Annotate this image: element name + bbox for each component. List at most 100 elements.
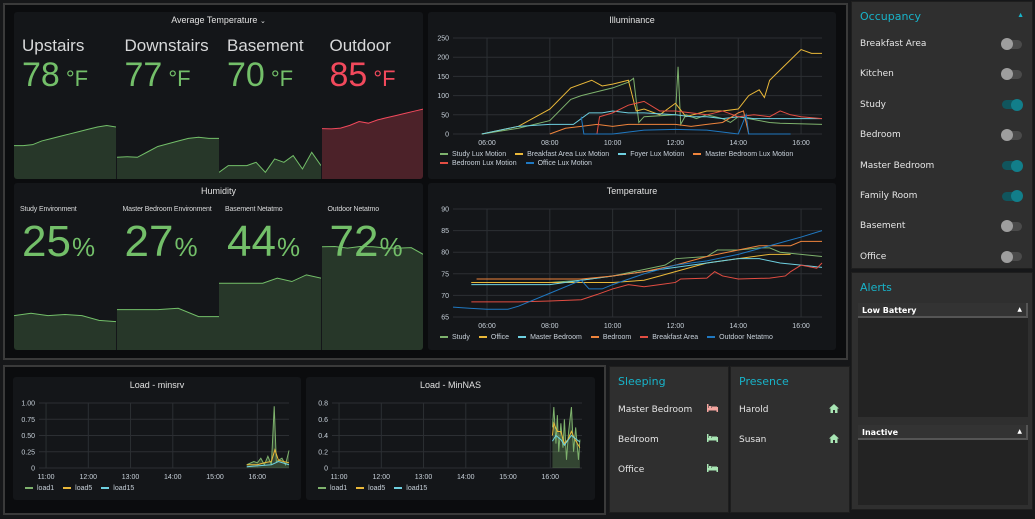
x-tick-label: 13:00 (415, 474, 433, 481)
series-line-breakfast-area[interactable] (471, 262, 823, 303)
legend-swatch (356, 487, 365, 490)
y-tick-label: 1.00 (21, 401, 35, 408)
legend-item[interactable]: Study Lux Motion (440, 151, 506, 158)
sparkline (219, 274, 321, 350)
series-line-office-lux-motion[interactable] (580, 112, 791, 135)
x-tick-label: 14:00 (457, 474, 475, 481)
occupancy-toggle[interactable] (1002, 98, 1023, 111)
occupancy-toggle[interactable] (1002, 190, 1023, 202)
legend-item[interactable]: Office Lux Motion (525, 160, 592, 167)
toggle-knob (1001, 68, 1013, 81)
legend-item[interactable]: load1 (25, 485, 54, 492)
legend-swatch (25, 487, 33, 490)
x-tick-label: 15:00 (206, 474, 224, 481)
legend-item[interactable]: Office (478, 334, 509, 341)
panel-title[interactable]: Temperature (606, 186, 658, 196)
occupancy-item: Bedroom (860, 129, 1022, 142)
triangle-up-icon[interactable]: ▲ (1017, 12, 1024, 19)
stat-number: 78 (22, 56, 60, 94)
x-tick-label: 16:00 (792, 140, 810, 147)
series-line-bedroom[interactable] (476, 240, 822, 280)
legend-item[interactable]: Study (440, 334, 470, 341)
chevron-down-icon[interactable]: ⌄ (259, 18, 266, 25)
occupancy-item: Office (860, 250, 1022, 263)
legend-item[interactable]: Master Bedroom (518, 334, 582, 341)
occupancy-toggle[interactable] (1001, 220, 1022, 233)
legend-item[interactable]: Master Bedroom Lux Motion (693, 151, 793, 158)
sparkline-line (116, 136, 219, 158)
legend-swatch (394, 487, 403, 490)
presence-item: Harold (739, 404, 839, 416)
stat-value: 70 °F (227, 56, 293, 95)
panel-title[interactable]: Average Temperature ⌄ (171, 15, 266, 25)
legend-item[interactable]: Bedroom Lux Motion (440, 160, 517, 167)
triangle-up-icon[interactable]: ▲ (1017, 428, 1022, 435)
stat-label: Upstairs (22, 36, 85, 55)
series-line-outdoor-netatmo[interactable] (452, 230, 823, 310)
panel-title[interactable]: Load - minsrv (129, 380, 185, 390)
legend-item[interactable]: load5 (63, 485, 92, 492)
legend-swatch (478, 336, 487, 339)
legend-label: Breakfast Area Lux Motion (527, 151, 610, 158)
y-tick-label: 0.2 (318, 449, 328, 456)
series-line-load15[interactable] (246, 460, 290, 468)
legend-item[interactable]: Outdoor Netatmo (707, 334, 773, 341)
legend-item[interactable]: Breakfast Area (640, 334, 698, 341)
series-line-master-bedroom[interactable] (471, 258, 823, 286)
legend-label: Breakfast Area (652, 334, 699, 341)
x-tick-label: 14:00 (729, 323, 747, 330)
stat-number: 85 (329, 56, 368, 94)
series-line-bedroom-lux-motion[interactable] (596, 100, 823, 135)
series-line-load1[interactable] (551, 407, 581, 460)
series-line-master-bedroom-lux-motion[interactable] (549, 110, 786, 135)
toggle-knob (1001, 129, 1013, 142)
presence-item: Susan (739, 434, 839, 446)
occupancy-toggle[interactable] (1001, 129, 1022, 142)
x-tick-label: 16:00 (249, 474, 267, 481)
legend-item[interactable]: load15 (394, 485, 427, 492)
series-line-office[interactable] (471, 253, 791, 283)
stat-outdoor: Outdoor 85 °F (321, 12, 423, 179)
panel-title[interactable]: Load - MinNAS (419, 380, 482, 390)
legend-item[interactable]: Bedroom (590, 334, 631, 341)
occupancy-toggle[interactable] (1002, 159, 1023, 172)
stat-unit: % (174, 232, 198, 262)
stat-unit: % (379, 232, 403, 262)
occupancy-toggle[interactable] (1001, 68, 1022, 81)
triangle-up-icon[interactable]: ▲ (1017, 306, 1022, 313)
legend-item[interactable]: Foyer Lux Motion (618, 151, 684, 158)
series-line-foyer-lux-motion[interactable] (481, 110, 822, 135)
legend-item[interactable]: load5 (356, 485, 385, 492)
legend-item[interactable]: load1 (318, 485, 347, 492)
sparkline-line (321, 108, 423, 130)
legend-item[interactable]: load15 (101, 485, 134, 492)
legend-label: load1 (330, 485, 348, 492)
series-line-breakfast-area-lux-motion[interactable] (481, 48, 822, 135)
series-line-study[interactable] (471, 247, 823, 283)
y-tick-label: 0 (31, 466, 35, 473)
alerts-card: Alerts Low Battery ▲ Inactive ▲ (851, 272, 1033, 510)
group-header[interactable]: Low Battery ▲ (858, 303, 1028, 318)
stat-value: 72% (330, 217, 403, 267)
occupancy-toggle[interactable] (1001, 38, 1022, 50)
legend-label: load15 (113, 485, 135, 492)
stat-value: 77 °F (125, 56, 191, 95)
chart-legend: Study Lux Motion Breakfast Area Lux Motio… (440, 151, 824, 167)
series-line-load1[interactable] (246, 406, 290, 467)
group-header[interactable]: Inactive ▲ (858, 425, 1028, 440)
card-title: Presence (739, 375, 789, 388)
series-line-load15[interactable] (551, 434, 581, 447)
series-line-load5[interactable] (246, 448, 290, 466)
item-label: Study (860, 99, 886, 110)
panel-title[interactable]: Humidity (200, 186, 236, 196)
stat-label: Study Environment (20, 206, 77, 213)
occupancy-toggle[interactable] (1001, 250, 1022, 263)
panel-title[interactable]: Illuminance (609, 15, 655, 25)
stat-unit: % (276, 232, 301, 262)
legend-item[interactable]: Breakfast Area Lux Motion (515, 151, 609, 158)
legend-label: load1 (37, 485, 55, 492)
stat-outdoor-netatmo: Outdoor Netatmo 72% (321, 183, 423, 350)
legend-swatch (693, 153, 702, 156)
toggle-knob (1011, 98, 1023, 111)
sparkline-area (219, 152, 321, 179)
